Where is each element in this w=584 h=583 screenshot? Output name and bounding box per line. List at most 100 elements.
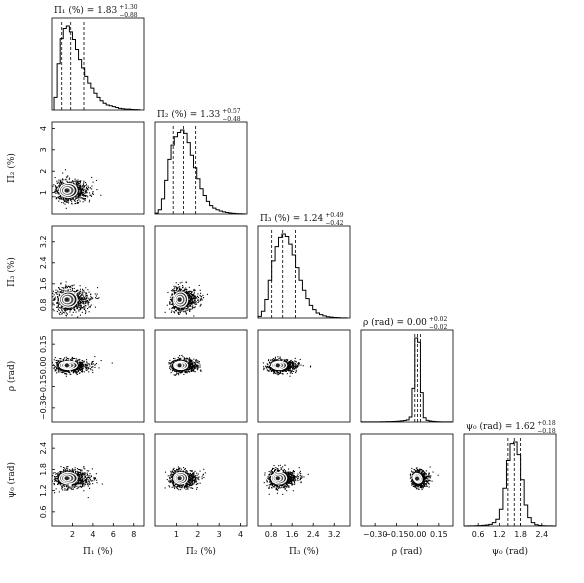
- histogram-panel-4: ψ₀ (rad) = 1.62 +0.18−0.18: [463, 420, 557, 527]
- y-tick-label: 4: [39, 126, 48, 131]
- panel-frame: [360, 433, 454, 527]
- histogram-step-line: [360, 337, 453, 423]
- contour-inner: [62, 475, 72, 482]
- y-axis-label: ρ (rad): [6, 361, 17, 392]
- x-tick-label: 0.00: [409, 530, 427, 539]
- density-panel-3-2: [257, 329, 351, 423]
- x-axis-label: ρ (rad): [392, 546, 423, 557]
- y-tick-label: 2: [39, 169, 48, 174]
- y-axis-label: Π₂ (%): [6, 153, 17, 183]
- histogram-panel-2: Π₃ (%) = 1.24 +0.49−0.42: [257, 212, 351, 319]
- panel-frame: [360, 329, 454, 423]
- panel-frame: [154, 329, 248, 423]
- histogram-step-line: [53, 25, 141, 111]
- x-tick-label: 2.4: [535, 530, 548, 539]
- panel-frame: [154, 121, 248, 215]
- density-panel-2-1: [154, 225, 248, 319]
- density-panel-4-2: [257, 433, 351, 527]
- contour-inner: [274, 475, 282, 482]
- panel-frame: [51, 433, 145, 527]
- contour-inner: [62, 295, 72, 304]
- contour-middle: [60, 184, 75, 197]
- title-lower-error: −0.88: [119, 12, 138, 19]
- x-tick-label: 3: [217, 530, 222, 539]
- y-tick-label: 3: [39, 147, 48, 152]
- x-tick-label: 2: [195, 530, 200, 539]
- contour-middle: [174, 473, 186, 484]
- x-tick-label: 1.2: [493, 530, 506, 539]
- y-tick-label: 1: [39, 190, 48, 195]
- title-lower-error: −0.42: [325, 220, 344, 227]
- x-axis-label: Π₁ (%): [83, 546, 113, 557]
- y-tick-label: −0.15: [39, 374, 48, 399]
- title-lower-error: −0.18: [537, 428, 556, 435]
- panel-frame: [154, 433, 248, 527]
- y-tick-label: 1.8: [39, 463, 48, 476]
- x-tick-label: 1.8: [514, 530, 527, 539]
- histogram-step-line: [464, 441, 556, 527]
- contour-outer: [58, 471, 78, 485]
- histogram-panel-3: ρ (rad) = 0.00 +0.02−0.02: [360, 316, 454, 423]
- contour-middle: [60, 361, 75, 369]
- y-tick-label: 1.2: [39, 484, 48, 497]
- density-panel-4-3: [360, 433, 454, 527]
- contour-outer: [412, 472, 423, 484]
- y-axis-label: ψ₀ (rad): [6, 462, 17, 498]
- panel-frame: [463, 433, 557, 527]
- density-panel-4-1: [154, 433, 248, 527]
- y-tick-label: 0.00: [39, 356, 48, 374]
- x-tick-label: 4: [238, 530, 243, 539]
- contour-middle: [174, 293, 186, 306]
- panel-frame: [154, 225, 248, 319]
- contour-middle: [174, 361, 186, 369]
- y-tick-label: 2.4: [39, 442, 48, 455]
- x-tick-label: 2: [70, 530, 75, 539]
- x-axis-label: Π₂ (%): [186, 546, 216, 557]
- contour-middle: [60, 473, 75, 484]
- histogram-title: Π₁ (%) = 1.83: [54, 5, 117, 16]
- y-tick-label: −0.30: [39, 396, 48, 421]
- histogram-panel-0: Π₁ (%) = 1.83 +1.30−0.88: [51, 4, 145, 111]
- y-tick-label: 0.15: [39, 335, 48, 353]
- x-axis-label: Π₃ (%): [289, 546, 319, 557]
- panel-frame: [257, 225, 351, 319]
- x-tick-label: −0.30: [363, 530, 388, 539]
- contour-inner: [62, 186, 72, 195]
- density-panel-4-0: [51, 433, 145, 527]
- title-upper-error: +0.57: [222, 108, 241, 115]
- contour-inner: [176, 295, 184, 304]
- y-tick-label: 1.6: [39, 277, 48, 290]
- contour-outer: [173, 360, 189, 371]
- x-tick-label: 0.6: [472, 530, 485, 539]
- contour-middle: [272, 473, 285, 484]
- panel-frame: [51, 225, 145, 319]
- contour-middle: [413, 474, 422, 483]
- x-tick-label: 1: [174, 530, 179, 539]
- contour-middle: [60, 293, 75, 306]
- title-upper-error: +0.02: [429, 316, 448, 323]
- histogram-title: ψ₀ (rad) = 1.62: [466, 421, 535, 432]
- histogram-title: Π₃ (%) = 1.24: [260, 213, 323, 224]
- histogram-title: Π₂ (%) = 1.33: [157, 109, 220, 120]
- contour-outer: [270, 360, 288, 371]
- y-tick-label: 0.8: [39, 298, 48, 311]
- title-lower-error: −0.02: [429, 324, 448, 331]
- x-tick-label: 3.2: [328, 530, 341, 539]
- histogram-title: ρ (rad) = 0.00: [363, 317, 427, 328]
- contour-outer: [173, 291, 189, 308]
- x-tick-label: −0.15: [384, 530, 409, 539]
- histogram-step-line: [257, 233, 348, 319]
- x-tick-label: 4: [90, 530, 95, 539]
- contour-outer: [173, 471, 189, 485]
- density-panel-3-0: [51, 329, 145, 423]
- panel-frame: [51, 121, 145, 215]
- x-tick-label: 6: [111, 530, 116, 539]
- x-tick-label: 2.4: [307, 530, 320, 539]
- contour-outer: [58, 360, 78, 371]
- contour-outer: [58, 291, 78, 308]
- density-panel-3-1: [154, 329, 248, 423]
- title-upper-error: +1.30: [119, 4, 138, 11]
- histogram-step-line: [154, 129, 246, 215]
- contour-inner: [176, 475, 184, 482]
